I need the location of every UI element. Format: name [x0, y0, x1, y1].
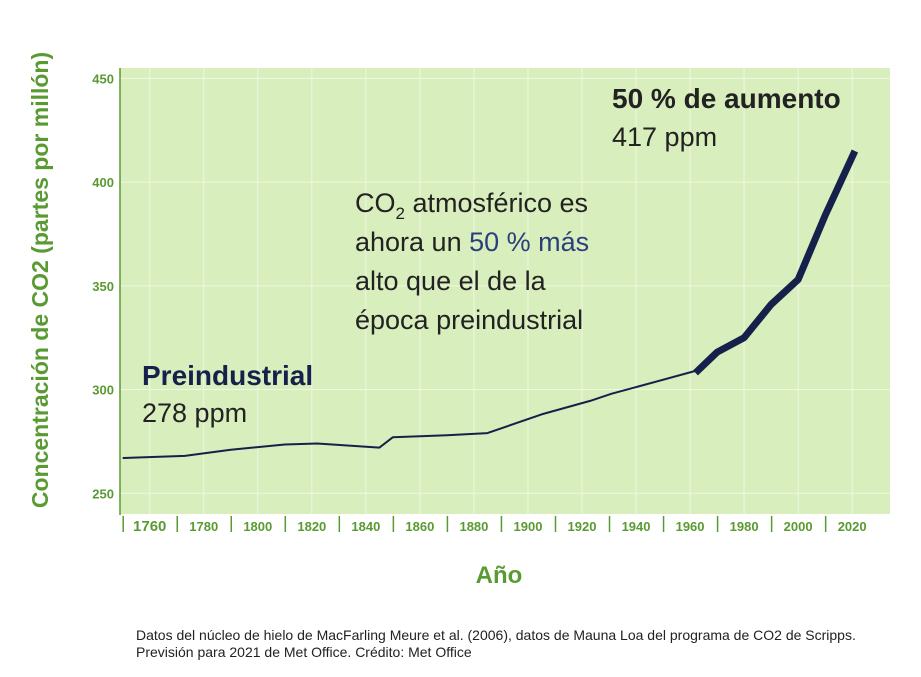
y-tick-label: 450 — [92, 71, 114, 86]
x-tick-label: 1920 — [568, 519, 597, 534]
y-axis-label: Concentración de CO2 (partes por millón) — [27, 52, 53, 508]
x-tick-label: 1780 — [189, 519, 218, 534]
x-tick-label: 1760 — [133, 518, 166, 535]
co2-note: CO2 atmosférico es ahora un 50 % más alt… — [355, 188, 589, 335]
y-tick-label: 350 — [92, 279, 114, 294]
x-tick-label: 1960 — [676, 519, 705, 534]
note-line-3: alto que el de la — [355, 266, 547, 296]
x-tick-label: 1900 — [514, 519, 543, 534]
source-caption: Datos del núcleo de hielo de MacFarling … — [136, 627, 856, 660]
x-tick-label: 1840 — [351, 519, 380, 534]
note-line-2: ahora un 50 % más — [355, 227, 589, 257]
x-tick-label: 1980 — [730, 519, 759, 534]
increase-value: 417 ppm — [612, 122, 717, 152]
preindustrial-label: Preindustrial — [142, 360, 313, 391]
note-line-1: CO2 atmosférico es — [355, 188, 588, 223]
x-tick-label: 1940 — [622, 519, 651, 534]
x-tick-label: 1800 — [243, 519, 272, 534]
increase-label: 50 % de aumento — [612, 83, 841, 114]
plot-area — [120, 68, 890, 514]
x-tick-label: 1860 — [405, 519, 434, 534]
series-line-1 — [122, 369, 696, 459]
series-line-2 — [693, 149, 859, 376]
preindustrial-value: 278 ppm — [142, 398, 247, 428]
x-tick-label: 1820 — [297, 519, 326, 534]
x-tick-label: 2020 — [838, 519, 867, 534]
x-tick-label: 1880 — [459, 519, 488, 534]
x-axis-label: Año — [476, 562, 523, 589]
y-tick-label: 250 — [92, 486, 114, 501]
note-line-4: época preindustrial — [355, 305, 583, 335]
y-tick-label: 300 — [92, 383, 114, 398]
y-tick-label: 400 — [92, 175, 114, 190]
x-tick-label: 2000 — [784, 519, 813, 534]
